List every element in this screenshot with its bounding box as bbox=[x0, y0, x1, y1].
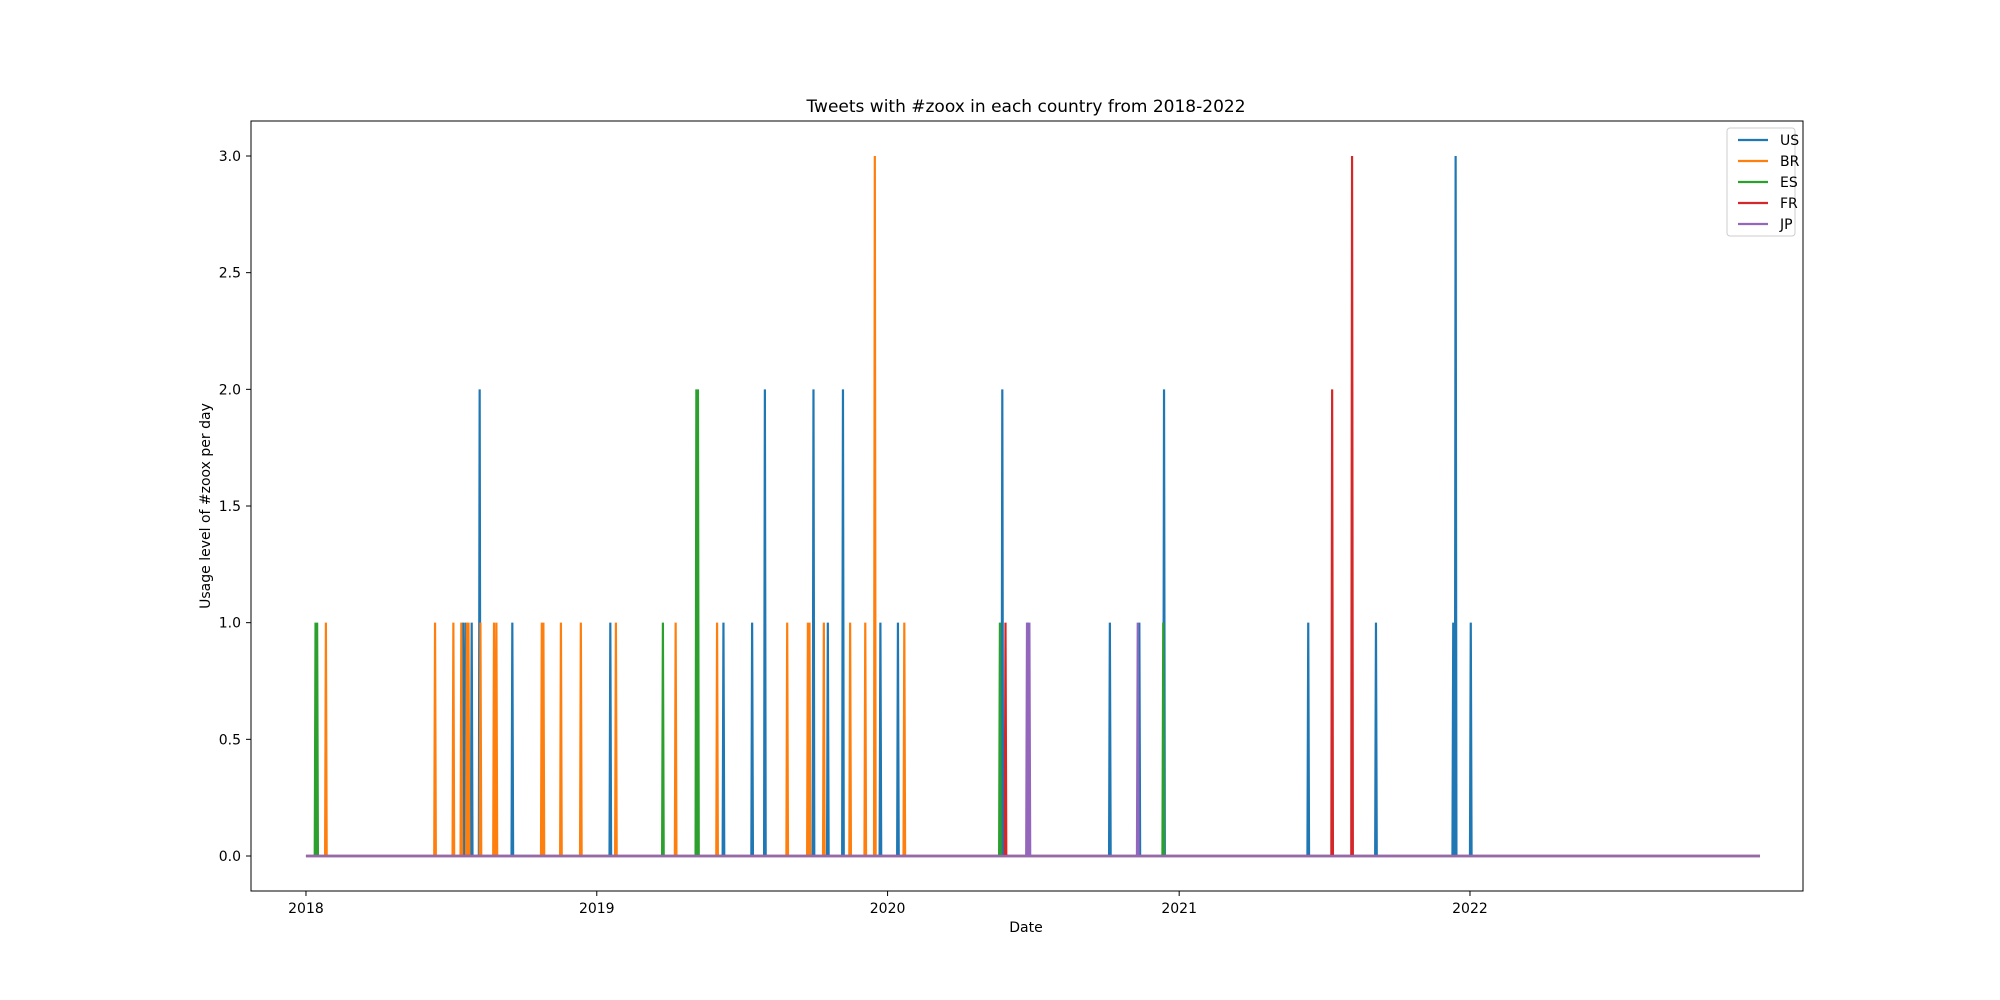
x-tick-label: 2022 bbox=[1452, 901, 1488, 917]
chart-title: Tweets with #zoox in each country from 2… bbox=[805, 97, 1245, 117]
y-tick-label: 3.0 bbox=[219, 149, 241, 165]
y-axis: 0.0 0.5 1.0 1.5 2.0 2.5 3.0 bbox=[219, 149, 251, 865]
x-tick-label: 2019 bbox=[579, 901, 615, 917]
y-tick-label: 2.5 bbox=[219, 266, 241, 282]
x-axis: 2018 2019 2020 2021 2022 bbox=[288, 891, 1488, 917]
legend-label-fr: FR bbox=[1780, 196, 1798, 212]
y-tick-label: 2.0 bbox=[219, 382, 241, 398]
y-tick-label: 0.5 bbox=[219, 732, 241, 748]
x-tick-label: 2021 bbox=[1161, 901, 1197, 917]
y-tick-label: 1.0 bbox=[219, 616, 241, 632]
legend-label-us: US bbox=[1780, 133, 1799, 149]
x-tick-label: 2020 bbox=[870, 901, 906, 917]
series-layer bbox=[305, 155, 1760, 858]
x-axis-title: Date bbox=[1009, 920, 1042, 936]
series-line-jp bbox=[305, 622, 1760, 858]
legend-label-jp: JP bbox=[1779, 217, 1793, 233]
y-axis-title: Usage level of #zoox per day bbox=[198, 403, 214, 609]
y-tick-label: 0.0 bbox=[219, 849, 241, 865]
legend-label-br: BR bbox=[1780, 154, 1800, 170]
series-line-fr bbox=[305, 155, 1760, 858]
legend-label-es: ES bbox=[1780, 175, 1798, 191]
x-tick-label: 2018 bbox=[288, 901, 324, 917]
legend: US BR ES FR JP bbox=[1726, 127, 1800, 237]
y-tick-label: 1.5 bbox=[219, 499, 241, 515]
